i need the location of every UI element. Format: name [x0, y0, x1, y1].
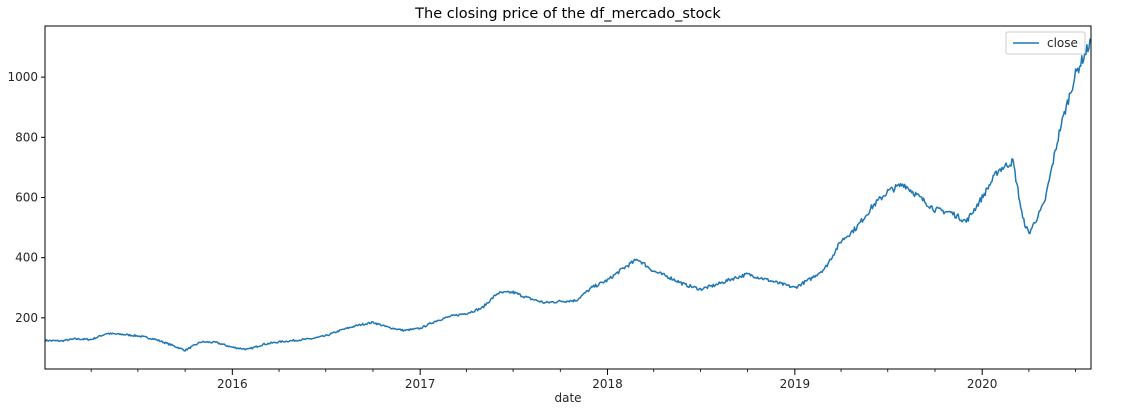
- y-tick-label: 600: [15, 191, 38, 205]
- y-axis: 200 400 600 800 1000: [7, 70, 45, 325]
- x-tick-label: 2017: [405, 377, 436, 391]
- plot-area: [44, 38, 1092, 352]
- legend-label-close: close: [1047, 36, 1078, 50]
- chart-title: The closing price of the df_mercado_stoc…: [414, 6, 721, 22]
- legend: close: [1005, 31, 1086, 55]
- x-axis: 2016 2017 2018 2019 2020: [90, 369, 1077, 391]
- y-tick-label: 1000: [7, 70, 38, 84]
- x-tick-label: 2019: [780, 377, 811, 391]
- y-tick-label: 200: [15, 311, 38, 325]
- x-tick-label: 2020: [967, 377, 998, 391]
- x-axis-label: date: [554, 391, 581, 405]
- y-tick-label: 800: [15, 130, 38, 144]
- series-line-close: [44, 38, 1092, 352]
- x-tick-label: 2016: [217, 377, 248, 391]
- legend-box: [1005, 31, 1086, 55]
- x-tick-label: 2018: [592, 377, 623, 391]
- plot-frame: [44, 25, 1092, 370]
- y-tick-label: 400: [15, 251, 38, 265]
